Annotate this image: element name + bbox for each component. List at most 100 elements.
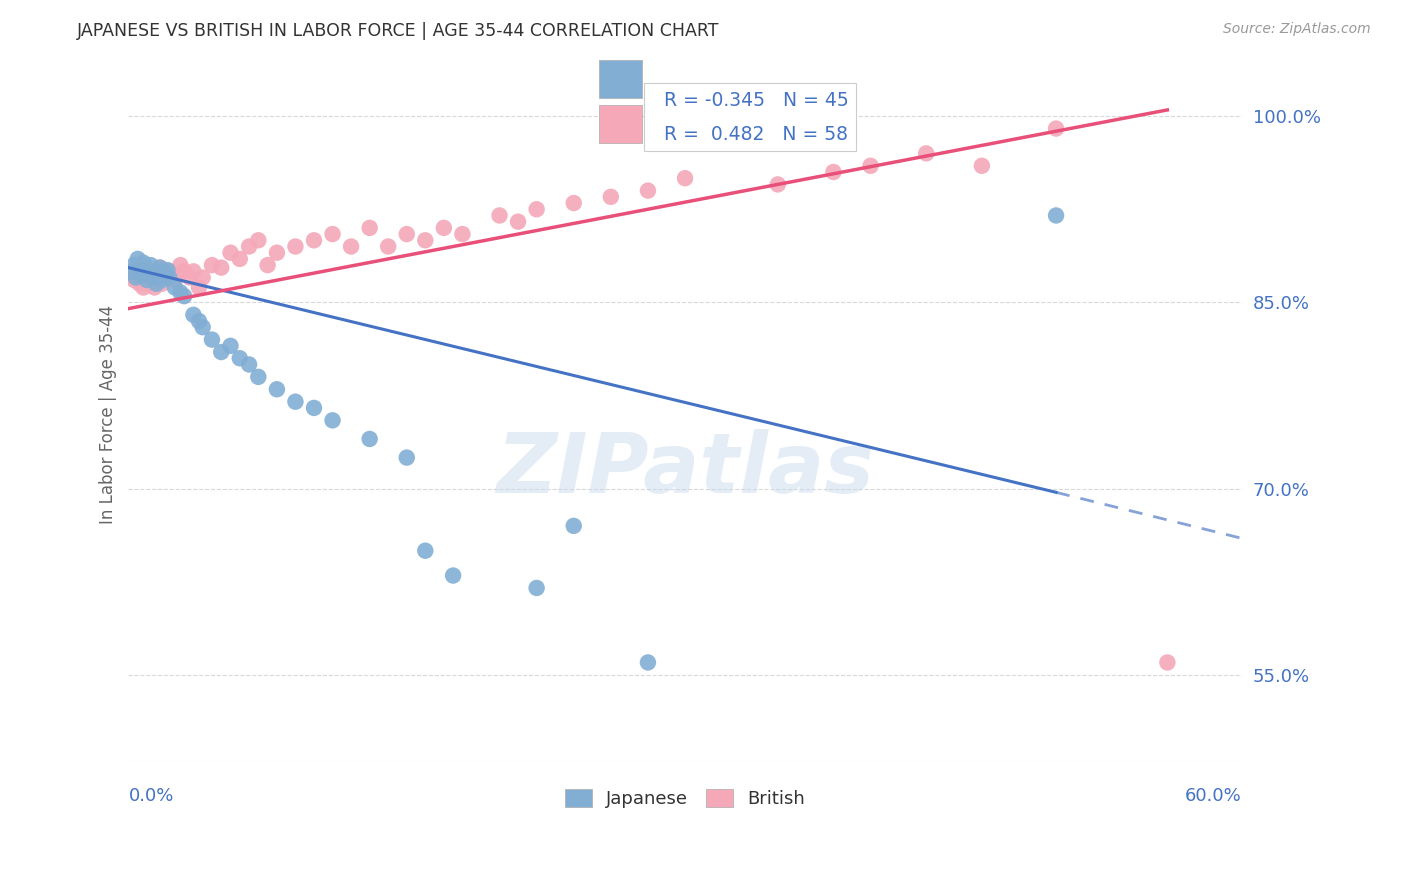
Point (132, 255, 155, 269)
Point (219, 339, 242, 353)
Point (179, 270, 201, 285)
Point (359, 220, 381, 235)
Point (256, 258, 278, 272)
Point (488, 209, 510, 223)
Text: 60.0%: 60.0% (1185, 787, 1241, 805)
Point (433, 220, 456, 235)
Point (413, 233, 436, 247)
Point (142, 270, 165, 285)
Point (143, 264, 166, 278)
Point (145, 277, 167, 291)
Point (122, 273, 145, 287)
Point (128, 260, 150, 275)
Point (229, 252, 252, 266)
Point (191, 320, 214, 334)
Point (209, 345, 232, 359)
Point (266, 382, 288, 396)
Point (121, 268, 143, 282)
Point (150, 273, 173, 287)
Point (970, 159, 993, 173)
Point (188, 314, 211, 328)
Point (209, 260, 232, 275)
Point (136, 270, 159, 285)
Point (150, 277, 173, 291)
Text: 0.0%: 0.0% (128, 787, 174, 805)
Point (562, 196, 585, 211)
Point (359, 432, 381, 446)
Point (173, 289, 195, 303)
Point (169, 285, 191, 300)
Point (229, 351, 252, 366)
Point (395, 227, 418, 241)
Point (1045, 209, 1067, 223)
Point (322, 227, 344, 241)
Point (191, 270, 214, 285)
Point (377, 239, 399, 253)
Point (173, 264, 195, 278)
Point (451, 227, 474, 241)
Point (599, 190, 621, 204)
Point (145, 264, 167, 278)
Point (201, 258, 224, 272)
Point (915, 146, 938, 161)
FancyBboxPatch shape (599, 60, 641, 98)
FancyBboxPatch shape (599, 104, 641, 143)
Point (132, 280, 155, 294)
Point (637, 184, 659, 198)
Point (146, 268, 169, 282)
Point (143, 280, 166, 294)
Point (163, 280, 186, 294)
Point (238, 358, 260, 372)
Point (183, 264, 205, 278)
Point (163, 273, 186, 287)
Point (128, 277, 150, 291)
Point (138, 264, 160, 278)
Point (284, 394, 307, 409)
Point (169, 258, 191, 272)
Point (1156, 656, 1178, 670)
Point (247, 233, 270, 247)
Point (413, 543, 436, 558)
Point (121, 264, 143, 278)
Text: ZIPatlas: ZIPatlas (496, 429, 875, 510)
Point (139, 268, 162, 282)
Point (395, 450, 418, 465)
Point (823, 165, 845, 179)
Point (155, 270, 177, 285)
Point (637, 656, 659, 670)
Point (673, 171, 696, 186)
Legend: Japanese, British: Japanese, British (557, 781, 813, 815)
Point (201, 333, 224, 347)
Point (284, 239, 307, 253)
Point (266, 245, 288, 260)
Text: R = -0.345   N = 45
  R =  0.482   N = 58: R = -0.345 N = 45 R = 0.482 N = 58 (651, 91, 848, 144)
Point (506, 215, 529, 229)
Point (247, 370, 270, 384)
Point (127, 252, 149, 266)
Point (766, 178, 789, 192)
Point (157, 264, 180, 278)
Point (134, 264, 156, 278)
Point (138, 277, 160, 291)
Point (157, 270, 180, 285)
Point (146, 270, 169, 285)
Point (134, 263, 156, 277)
Point (142, 273, 165, 287)
Point (562, 519, 585, 533)
Point (183, 308, 205, 322)
Point (188, 280, 211, 294)
Point (322, 413, 344, 427)
Point (302, 401, 325, 415)
Point (125, 270, 148, 285)
Point (139, 258, 162, 272)
Point (127, 270, 149, 285)
Point (156, 263, 179, 277)
Text: Source: ZipAtlas.com: Source: ZipAtlas.com (1223, 22, 1371, 37)
Point (526, 202, 548, 217)
Y-axis label: In Labor Force | Age 35-44: In Labor Force | Age 35-44 (100, 304, 117, 524)
Point (1045, 121, 1067, 136)
Point (155, 268, 177, 282)
Point (219, 245, 242, 260)
Point (441, 568, 464, 582)
Point (122, 258, 145, 272)
